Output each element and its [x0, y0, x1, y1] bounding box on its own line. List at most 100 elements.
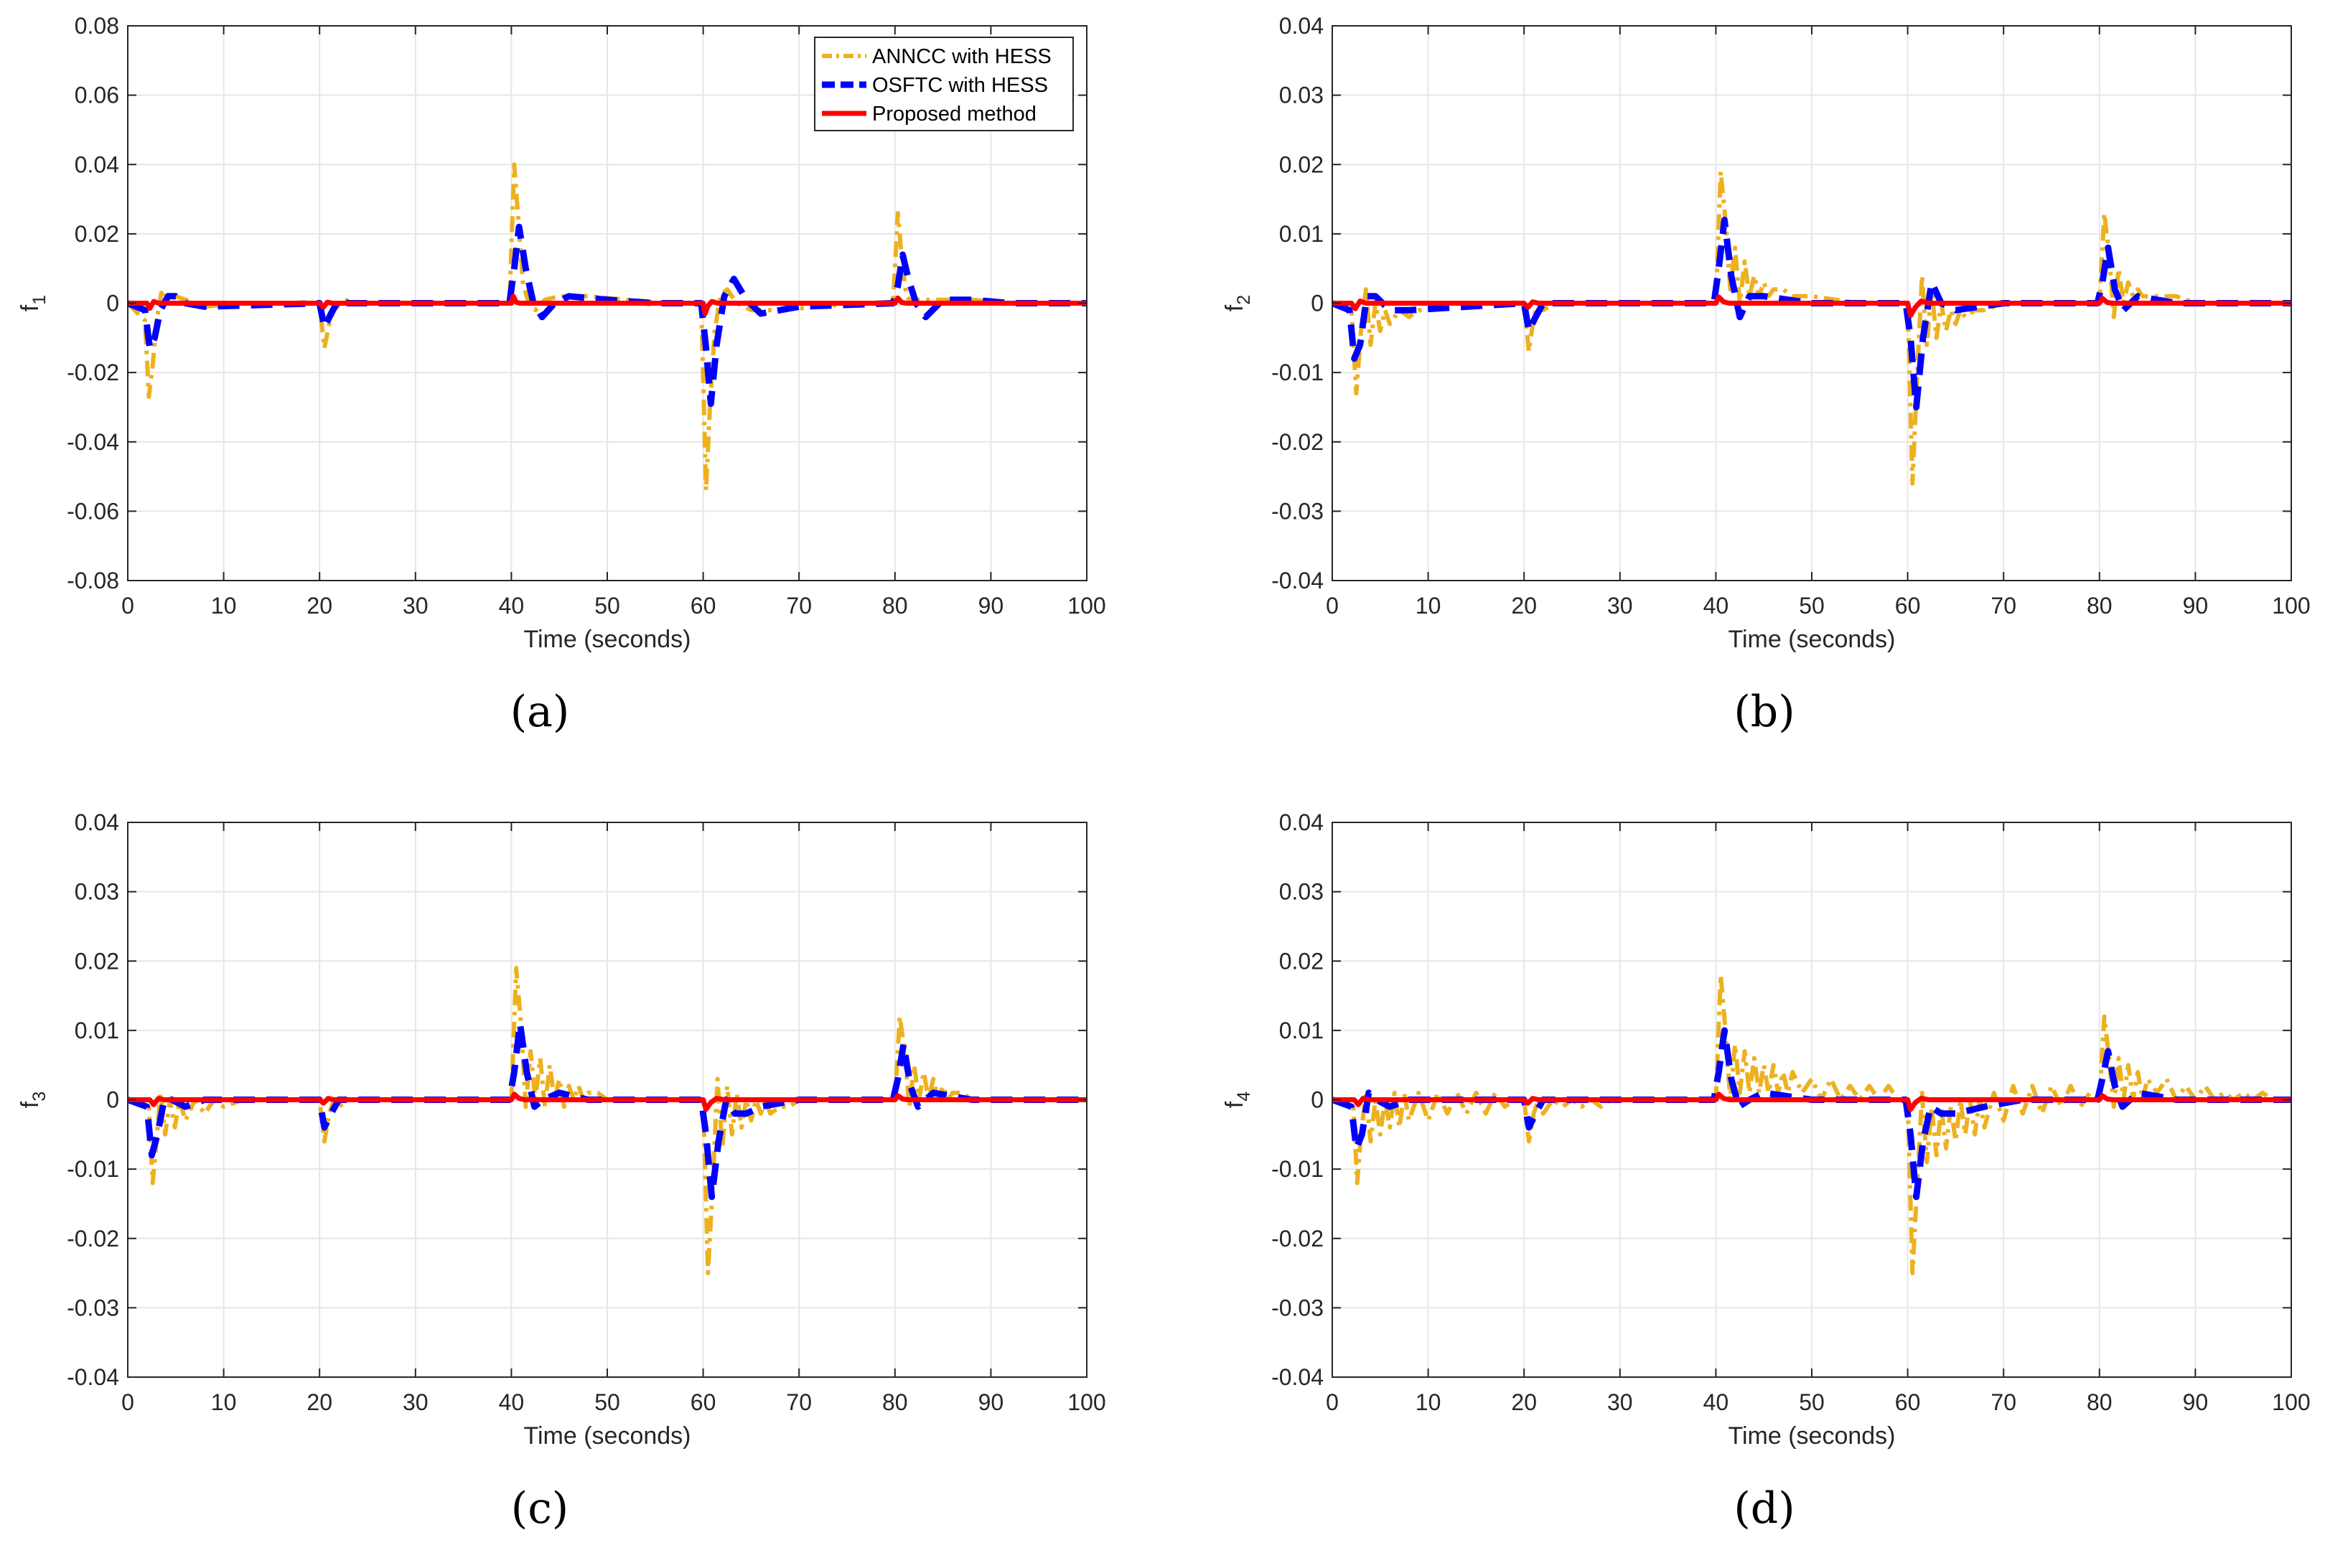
panel-caption: (c) — [511, 1483, 569, 1534]
y-tick-label: 0.01 — [1279, 1018, 1324, 1043]
x-tick-label: 70 — [786, 593, 812, 619]
series-line-1 — [1332, 972, 2291, 1276]
series-group — [1332, 972, 2291, 1276]
x-tick-label: 60 — [1895, 1389, 1921, 1415]
x-tick-label: 0 — [1326, 593, 1339, 619]
x-tick-label: 10 — [211, 593, 237, 619]
series-line-1 — [1332, 169, 2291, 486]
y-axis-label: f1 — [17, 295, 50, 311]
x-tick-label: 70 — [1990, 1389, 2016, 1415]
x-tick-label: 60 — [691, 593, 716, 619]
y-tick-label: 0.02 — [1279, 948, 1324, 974]
x-tick-label: 100 — [1067, 1389, 1105, 1415]
y-tick-label: -0.04 — [1271, 1364, 1324, 1390]
x-tick-label: 50 — [594, 1389, 620, 1415]
y-tick-label: 0.02 — [75, 948, 119, 974]
y-tick-label: 0.02 — [75, 221, 119, 247]
x-tick-label: 60 — [1895, 593, 1921, 619]
y-tick-label: -0.03 — [67, 1295, 119, 1320]
y-tick-label: -0.06 — [67, 498, 119, 524]
x-tick-label: 70 — [1990, 593, 2016, 619]
y-tick-label: -0.02 — [1271, 1226, 1324, 1252]
series-group — [128, 162, 1087, 493]
x-axis-label: Time (seconds) — [1728, 626, 1895, 653]
panel-caption: (b) — [1734, 687, 1795, 737]
y-tick-label: -0.01 — [1271, 1156, 1324, 1182]
x-tick-label: 50 — [594, 593, 620, 619]
panel-caption: (a) — [510, 687, 570, 737]
y-tick-label: 0.04 — [75, 151, 119, 177]
y-tick-label: -0.04 — [67, 1364, 119, 1390]
x-tick-label: 90 — [978, 593, 1004, 619]
x-tick-label: 90 — [978, 1389, 1004, 1415]
x-tick-label: 40 — [499, 1389, 525, 1415]
x-tick-label: 40 — [499, 593, 525, 619]
chart-panel-3: 0 10 20 30 40 50 60 70 80 90 100 -0.04 -0.03 -0.02 -0.… — [17, 809, 1106, 1534]
legend-entry-3: Proposed method — [872, 103, 1037, 126]
x-axis-label: Time (seconds) — [523, 626, 691, 653]
y-tick-label: 0.08 — [75, 13, 119, 39]
y-tick-label: -0.08 — [67, 568, 119, 593]
x-tick-label: 30 — [403, 593, 429, 619]
y-tick-label: 0.06 — [75, 83, 119, 108]
x-tick-label: 90 — [2183, 1389, 2209, 1415]
y-tick-label: -0.03 — [1271, 498, 1324, 524]
x-tick-label: 100 — [2272, 593, 2310, 619]
y-tick-label: -0.02 — [67, 1226, 119, 1252]
x-tick-label: 90 — [2183, 593, 2209, 619]
chart-panel-2: 0 10 20 30 40 50 60 70 80 90 100 -0.04 -0.03 -0.02 -0.… — [1221, 13, 2311, 737]
series-line-3 — [128, 1092, 1087, 1112]
y-tick-label: 0.04 — [75, 809, 119, 835]
series-group — [128, 965, 1087, 1276]
x-tick-label: 80 — [882, 593, 908, 619]
x-tick-label: 50 — [1799, 1389, 1825, 1415]
y-tick-label: -0.04 — [67, 429, 119, 455]
y-tick-label: 0.03 — [1279, 83, 1324, 108]
series-line-1 — [128, 162, 1087, 493]
y-axis-label: f4 — [1221, 1092, 1254, 1108]
y-tick-label: -0.02 — [67, 360, 119, 385]
panel-caption: (d) — [1734, 1483, 1795, 1534]
x-tick-label: 20 — [1511, 1389, 1537, 1415]
legend: ANNCC with HESS OSFTC with HESS Proposed m… — [814, 37, 1074, 131]
x-tick-label: 80 — [2087, 593, 2113, 619]
series-line-3 — [128, 294, 1087, 316]
x-tick-label: 20 — [307, 593, 332, 619]
x-tick-label: 30 — [1607, 593, 1633, 619]
x-tick-label: 0 — [121, 1389, 134, 1415]
y-tick-label: 0 — [106, 1087, 119, 1113]
x-axis-label: Time (seconds) — [523, 1422, 691, 1450]
x-tick-label: 0 — [1326, 1389, 1339, 1415]
x-tick-label: 30 — [1607, 1389, 1633, 1415]
x-tick-label: 0 — [121, 593, 134, 619]
x-tick-label: 100 — [2272, 1389, 2310, 1415]
x-tick-label: 10 — [1416, 1389, 1441, 1415]
chart-panel-1: 0 10 20 30 40 50 60 70 80 90 100 -0.08 -0.06 -0.04 -0.… — [17, 13, 1106, 737]
x-tick-label: 80 — [2087, 1389, 2113, 1415]
y-axis-label: f2 — [1221, 295, 1254, 311]
y-tick-label: 0.02 — [1279, 151, 1324, 177]
y-tick-label: 0.04 — [1279, 809, 1324, 835]
y-tick-label: 0.03 — [75, 879, 119, 905]
x-tick-label: 20 — [307, 1389, 332, 1415]
x-tick-label: 100 — [1067, 593, 1105, 619]
y-axis-label: f3 — [17, 1092, 50, 1108]
y-tick-label: -0.02 — [1271, 429, 1324, 455]
x-tick-label: 10 — [211, 1389, 237, 1415]
y-tick-label: 0 — [1311, 1087, 1324, 1113]
y-tick-label: 0.01 — [1279, 221, 1324, 247]
x-tick-label: 40 — [1703, 593, 1729, 619]
y-tick-label: -0.04 — [1271, 568, 1324, 593]
series-line-3 — [1332, 1092, 2291, 1112]
x-tick-label: 10 — [1416, 593, 1441, 619]
y-tick-label: 0 — [106, 291, 119, 316]
x-tick-label: 40 — [1703, 1389, 1729, 1415]
x-tick-label: 20 — [1511, 593, 1537, 619]
y-tick-label: -0.01 — [1271, 360, 1324, 385]
x-axis-label: Time (seconds) — [1728, 1422, 1895, 1450]
series-line-2 — [128, 1020, 1087, 1201]
x-tick-label: 30 — [403, 1389, 429, 1415]
y-tick-label: 0 — [1311, 291, 1324, 316]
x-tick-label: 50 — [1799, 593, 1825, 619]
